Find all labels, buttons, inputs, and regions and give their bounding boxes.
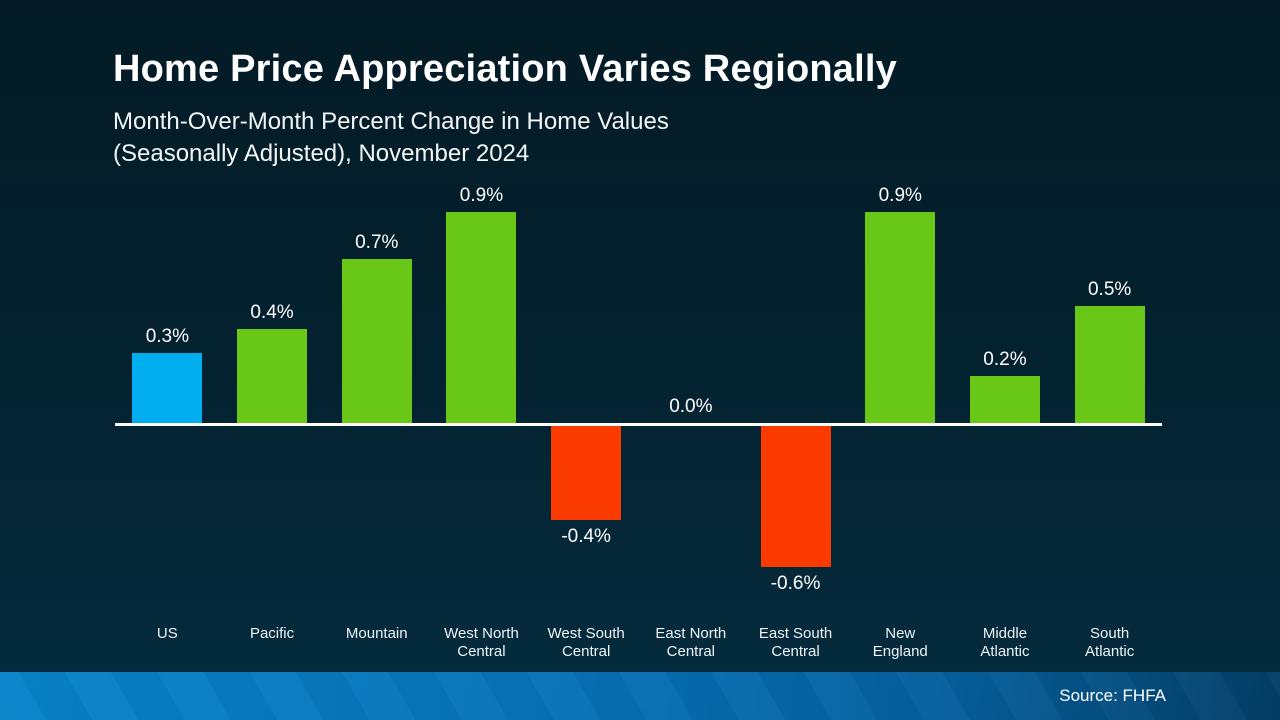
bar-value-label-east-south-central: -0.6% xyxy=(770,573,821,594)
bar-pacific xyxy=(237,329,308,423)
bar-value-label-us: 0.3% xyxy=(145,325,189,347)
bar-east-south-central xyxy=(760,426,831,567)
footer-texture xyxy=(0,672,1280,720)
subtitle-line-1: Month-Over-Month Percent Change in Home … xyxy=(113,108,669,135)
subtitle-line-2: (Seasonally Adjusted), November 2024 xyxy=(113,140,530,167)
bar-chart: 0.3% 0.4% 0.7% 0.9% -0.4% 0.0% -0.6% 0.9% 0.2% 0.… xyxy=(115,180,1162,600)
bar-west-south-central xyxy=(551,426,622,520)
chart-subtitle: Month-Over-Month Percent Change in Home … xyxy=(113,106,1173,170)
x-axis-baseline xyxy=(115,423,1162,426)
bar-us xyxy=(132,352,203,423)
bar-mountain xyxy=(341,258,412,423)
x-axis-label-us: US xyxy=(156,625,178,642)
x-axis-label-pacific: Pacific xyxy=(249,625,295,642)
bar-value-label-west-north-central: 0.9% xyxy=(459,184,504,206)
x-axis-labels: US Pacific Mountain West North Central West S… xyxy=(115,625,1162,665)
bar-new-england xyxy=(865,211,936,423)
x-axis-label-middle-atlantic: Middle Atlantic xyxy=(980,625,1030,660)
x-axis-label-west-south-central: West South Central xyxy=(547,625,625,660)
bar-south-atlantic xyxy=(1074,305,1145,423)
bar-value-label-west-south-central: -0.4% xyxy=(561,526,611,547)
slide-header: Home Price Appreciation Varies Regionall… xyxy=(113,46,1173,170)
x-axis-label-west-north-central: West North Central xyxy=(444,625,519,660)
bar-value-label-mountain: 0.7% xyxy=(355,231,399,253)
bar-value-label-new-england: 0.9% xyxy=(878,184,922,206)
bar-value-label-east-north-central: 0.0% xyxy=(669,396,713,417)
x-axis-label-new-england: New England xyxy=(872,625,928,660)
bar-west-north-central xyxy=(446,211,517,423)
page-title: Home Price Appreciation Varies Regionall… xyxy=(113,48,897,90)
bar-value-label-pacific: 0.4% xyxy=(250,302,294,323)
footer-bar: Source: FHFA xyxy=(0,672,1280,720)
bar-value-label-south-atlantic: 0.5% xyxy=(1087,278,1132,300)
x-axis-label-south-atlantic: South Atlantic xyxy=(1085,625,1135,660)
bar-value-label-middle-atlantic: 0.2% xyxy=(983,349,1027,370)
source-attribution: Source: FHFA xyxy=(1059,686,1166,705)
bar-middle-atlantic xyxy=(969,376,1040,423)
x-axis-label-east-north-central: East North Central xyxy=(655,625,727,660)
x-axis-label-east-south-central: East South Central xyxy=(758,625,833,660)
x-axis-label-mountain: Mountain xyxy=(345,625,408,642)
